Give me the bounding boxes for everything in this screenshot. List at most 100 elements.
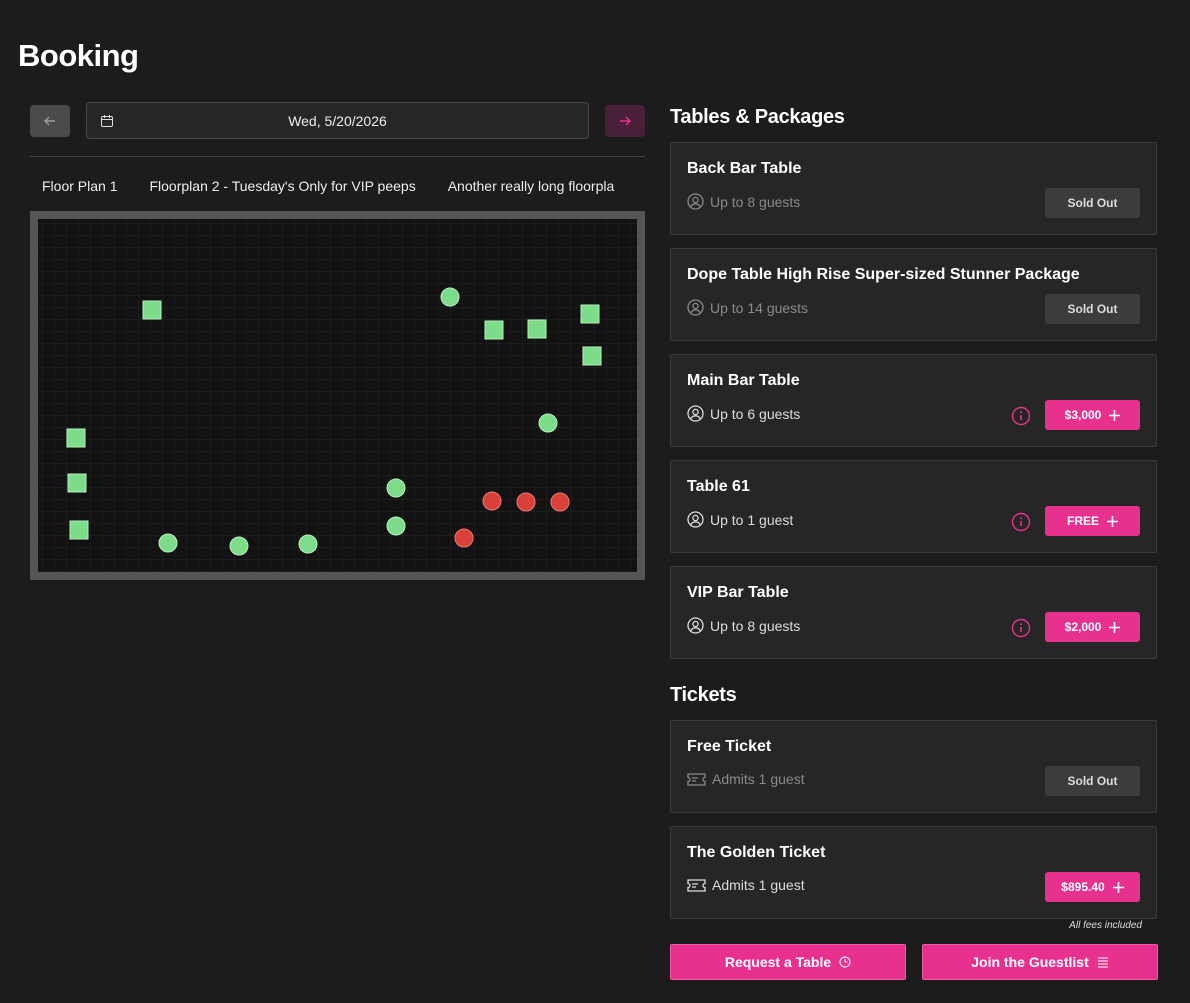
sold-out-badge: Sold Out	[1045, 766, 1140, 796]
add-button[interactable]: $895.40	[1045, 872, 1140, 902]
table-marker[interactable]	[67, 473, 87, 493]
arrow-left-icon	[44, 116, 55, 126]
next-day-button[interactable]	[605, 105, 645, 137]
capacity: Up to 8 guests	[687, 617, 800, 634]
capacity: Up to 6 guests	[687, 405, 800, 422]
table-marker	[516, 492, 536, 512]
button-label: Request a Table	[724, 954, 832, 970]
booking-card: VIP Bar Table Up to 8 guests $2,000	[670, 566, 1157, 659]
table-marker[interactable]	[580, 304, 600, 324]
item-name: Dope Table High Rise Super-sized Stunner…	[687, 266, 1080, 283]
add-button[interactable]: FREE	[1045, 506, 1140, 536]
date-text: Wed, 5/20/2026	[288, 112, 387, 129]
plus-icon	[1109, 409, 1121, 421]
user-icon	[687, 617, 704, 634]
arrow-right-icon	[620, 116, 631, 126]
table-marker[interactable]	[229, 536, 249, 556]
capacity-text: Up to 14 guests	[710, 299, 809, 316]
action-label: $2,000	[1064, 620, 1102, 634]
list-icon	[1097, 957, 1108, 968]
section-title: Tickets	[670, 684, 737, 706]
user-icon	[687, 511, 704, 528]
table-marker	[550, 492, 570, 512]
item-name: Back Bar Table	[687, 160, 802, 177]
booking-card: Main Bar Table Up to 6 guests $3,000	[670, 354, 1157, 447]
table-marker[interactable]	[298, 534, 318, 554]
add-button[interactable]: $3,000	[1045, 400, 1140, 430]
join-guestlist-button[interactable]: Join the Guestlist	[922, 944, 1158, 980]
booking-card: The Golden Ticket Admits 1 guest $895.40 Al…	[670, 826, 1157, 931]
action-label: $3,000	[1064, 408, 1102, 422]
capacity-text: Up to 6 guests	[710, 405, 801, 422]
info-icon[interactable]	[1011, 406, 1031, 426]
capacity-text: Up to 1 guest	[710, 511, 794, 528]
booking-card: Table 61 Up to 1 guest FREE	[670, 460, 1157, 553]
capacity: Admits 1 guest	[687, 877, 805, 893]
capacity: Up to 1 guest	[687, 511, 793, 528]
plus-icon	[1112, 881, 1124, 893]
button-label: Join the Guestlist	[971, 954, 1089, 970]
available-tables	[66, 287, 602, 556]
booking-card: Back Bar Table Up to 8 guests Sold Out	[670, 142, 1157, 235]
sold-out-badge: Sold Out	[1045, 188, 1140, 218]
fees-note: All fees included	[1069, 920, 1142, 931]
floor-plan-tab[interactable]: Another really long floorpla	[447, 178, 615, 194]
floor-plan-tab[interactable]: Floorplan 2 - Tuesday's Only for VIP pee…	[149, 178, 416, 194]
capacity-text: Admits 1 guest	[712, 771, 805, 787]
request-table-button[interactable]: Request a Table	[670, 944, 906, 980]
floor-plan	[30, 211, 645, 580]
booked-tables	[454, 491, 570, 548]
item-name: The Golden Ticket	[687, 844, 826, 861]
action-label: Sold Out	[1067, 774, 1118, 788]
ticket-icon	[687, 878, 706, 892]
page-title: Booking	[18, 38, 139, 73]
capacity-text: Up to 8 guests	[710, 193, 801, 210]
table-marker[interactable]	[69, 520, 89, 540]
user-icon	[687, 405, 704, 422]
table-marker	[482, 491, 502, 511]
table-marker[interactable]	[538, 413, 558, 433]
table-marker[interactable]	[66, 428, 86, 448]
sold-out-badge: Sold Out	[1045, 294, 1140, 324]
clock-icon	[839, 956, 851, 968]
capacity-text: Up to 8 guests	[710, 617, 801, 634]
calendar-icon	[101, 115, 113, 127]
table-marker[interactable]	[440, 287, 460, 307]
table-marker[interactable]	[158, 533, 178, 553]
capacity-text: Admits 1 guest	[712, 877, 805, 893]
divider	[30, 156, 645, 157]
capacity: Admits 1 guest	[687, 771, 805, 787]
table-marker	[454, 528, 474, 548]
ticket-icon	[687, 772, 706, 786]
capacity: Up to 8 guests	[687, 193, 800, 210]
table-marker[interactable]	[386, 516, 406, 536]
item-name: VIP Bar Table	[687, 584, 789, 601]
plus-icon	[1107, 515, 1118, 527]
user-icon	[687, 299, 704, 316]
info-icon[interactable]	[1011, 618, 1031, 638]
item-name: Table 61	[687, 478, 750, 495]
booking-card: Free Ticket Admits 1 guest Sold Out	[670, 720, 1157, 813]
booking-card: Dope Table High Rise Super-sized Stunner…	[670, 248, 1157, 341]
table-marker[interactable]	[484, 320, 504, 340]
floor-plan-tabs: Floor Plan 1 Floorplan 2 - Tuesday's Only…	[30, 178, 645, 198]
table-marker[interactable]	[386, 478, 406, 498]
user-icon	[687, 193, 704, 210]
item-name: Free Ticket	[687, 738, 772, 755]
section-title: Tables & Packages	[670, 106, 845, 128]
table-marker[interactable]	[142, 300, 162, 320]
action-label: $895.40	[1061, 880, 1105, 894]
plus-icon	[1109, 621, 1121, 633]
table-marker[interactable]	[582, 346, 602, 366]
date-picker[interactable]: Wed, 5/20/2026	[86, 102, 589, 139]
action-label: FREE	[1066, 514, 1099, 528]
floor-plan-tab[interactable]: Floor Plan 1	[42, 178, 118, 194]
add-button[interactable]: $2,000	[1045, 612, 1140, 642]
item-name: Main Bar Table	[687, 372, 800, 389]
table-marker[interactable]	[527, 319, 547, 339]
action-label: Sold Out	[1067, 302, 1118, 316]
capacity: Up to 14 guests	[687, 299, 808, 316]
prev-day-button[interactable]	[30, 105, 70, 137]
info-icon[interactable]	[1011, 512, 1031, 532]
